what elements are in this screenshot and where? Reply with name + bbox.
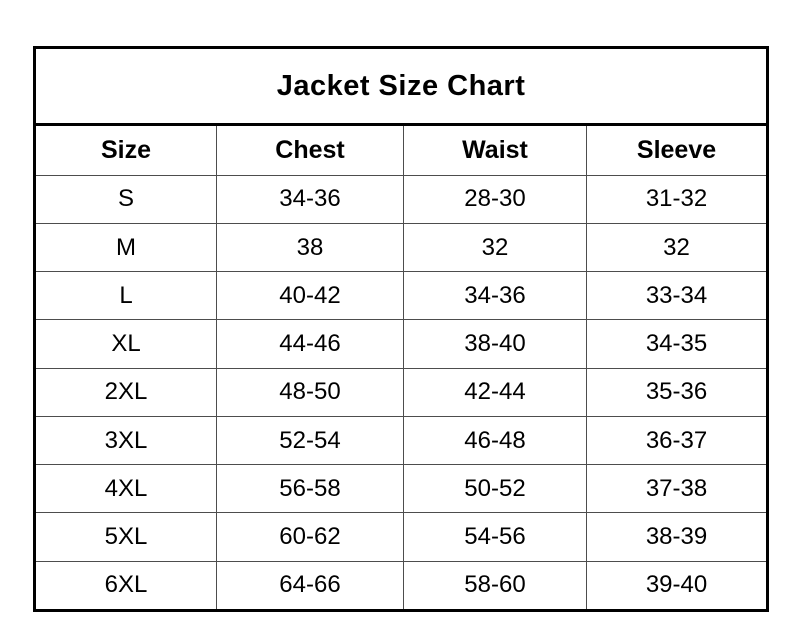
table-row: M 38 32 32 xyxy=(33,222,770,273)
column-header-chest: Chest xyxy=(216,123,404,176)
table-row: 2XL 48-50 42-44 35-36 xyxy=(33,367,770,417)
size-cell: 5XL xyxy=(33,512,217,562)
measurement-cell: 64-66 xyxy=(216,560,404,613)
table-row: L 40-42 34-36 33-34 xyxy=(33,271,770,321)
measurement-cell: 34-36 xyxy=(216,174,404,224)
measurement-cell: 40-42 xyxy=(216,271,404,321)
measurement-cell: 39-40 xyxy=(585,560,770,613)
measurement-cell: 54-56 xyxy=(403,512,587,562)
measurement-cell: 42-44 xyxy=(403,367,587,417)
column-header-size: Size xyxy=(33,123,217,176)
measurement-cell: 37-38 xyxy=(585,464,770,514)
size-cell: 2XL xyxy=(33,367,217,417)
measurement-cell: 31-32 xyxy=(585,174,770,224)
table-row: XL 44-46 38-40 34-35 xyxy=(33,319,770,369)
measurement-cell: 58-60 xyxy=(403,560,587,613)
size-table: Jacket Size Chart Size Chest Waist Sleeve S… xyxy=(32,45,770,613)
measurement-cell: 34-36 xyxy=(403,271,587,321)
table-row: S 34-36 28-30 31-32 xyxy=(33,174,770,224)
table-row: 5XL 60-62 54-56 38-39 xyxy=(33,512,770,562)
measurement-cell: 38-39 xyxy=(585,512,770,562)
measurement-cell: 32 xyxy=(403,222,587,273)
column-header-waist: Waist xyxy=(403,123,587,176)
page-title: Jacket Size Chart xyxy=(32,45,770,127)
table-row: 6XL 64-66 58-60 39-40 xyxy=(33,560,770,613)
measurement-cell: 38-40 xyxy=(403,319,587,369)
measurement-cell: 44-46 xyxy=(216,319,404,369)
size-cell: 6XL xyxy=(33,560,217,613)
table-row: 4XL 56-58 50-52 37-38 xyxy=(33,464,770,514)
size-cell: S xyxy=(33,174,217,224)
measurement-cell: 28-30 xyxy=(403,174,587,224)
measurement-cell: 34-35 xyxy=(585,319,770,369)
table-title-row: Jacket Size Chart xyxy=(32,45,770,127)
table-header-row: Size Chest Waist Sleeve xyxy=(33,123,770,176)
measurement-cell: 52-54 xyxy=(216,415,404,466)
measurement-cell: 56-58 xyxy=(216,464,404,514)
measurement-cell: 33-34 xyxy=(585,271,770,321)
measurement-cell: 46-48 xyxy=(403,415,587,466)
size-cell: XL xyxy=(33,319,217,369)
size-cell: M xyxy=(33,222,217,273)
table-row: 3XL 52-54 46-48 36-37 xyxy=(33,415,770,466)
measurement-cell: 60-62 xyxy=(216,512,404,562)
size-cell: 3XL xyxy=(33,415,217,466)
measurement-cell: 32 xyxy=(585,222,770,273)
size-cell: L xyxy=(33,271,217,321)
measurement-cell: 35-36 xyxy=(585,367,770,417)
measurement-cell: 48-50 xyxy=(216,367,404,417)
column-header-sleeve: Sleeve xyxy=(585,123,770,176)
jacket-size-chart: Jacket Size Chart Size Chest Waist Sleeve S… xyxy=(32,45,770,613)
size-cell: 4XL xyxy=(33,464,217,514)
measurement-cell: 36-37 xyxy=(585,415,770,466)
measurement-cell: 50-52 xyxy=(403,464,587,514)
measurement-cell: 38 xyxy=(216,222,404,273)
